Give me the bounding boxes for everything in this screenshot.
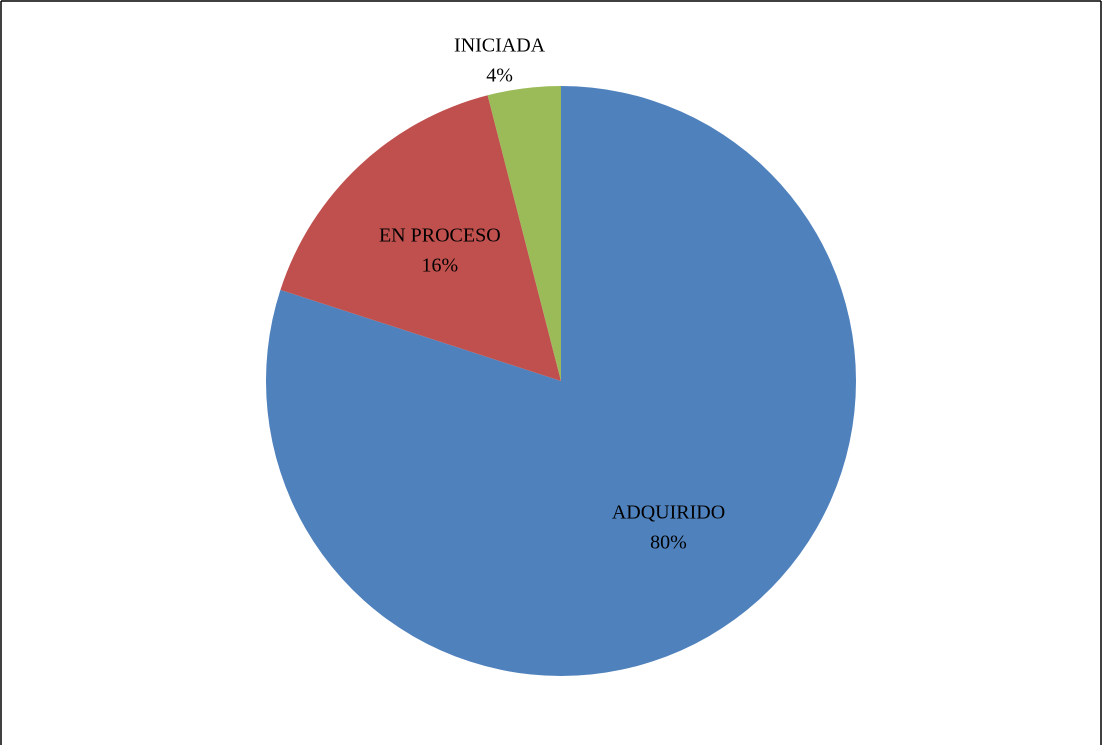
slice-value-label: 80% xyxy=(650,532,687,554)
pie-slice xyxy=(487,86,561,381)
slice-label: EN PROCESO xyxy=(379,225,501,247)
slice-value-label: 4% xyxy=(486,65,513,87)
pie-slice xyxy=(280,95,561,381)
slice-label: INICIADA xyxy=(454,35,546,57)
slice-value-label: 16% xyxy=(421,255,458,277)
slice-label: ADQUIRIDO xyxy=(612,502,725,524)
